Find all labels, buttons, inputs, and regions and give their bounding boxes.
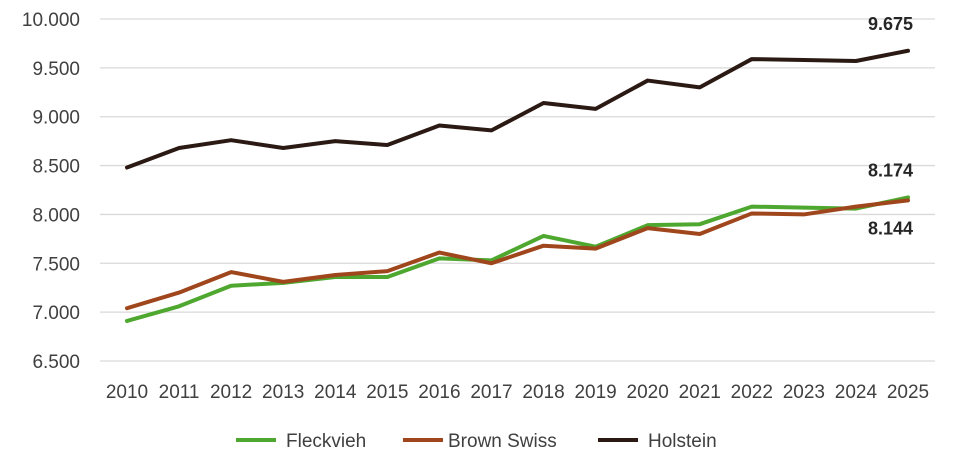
x-tick-label: 2018 <box>522 382 564 403</box>
legend-label-holstein: Holstein <box>648 431 717 452</box>
y-tick-label: 7.500 <box>32 254 80 275</box>
y-tick-label: 8.000 <box>32 205 80 226</box>
x-tick-label: 2024 <box>835 382 878 403</box>
series-line-holstein <box>125 48 910 170</box>
data-label-fleckvieh: 8.174 <box>868 160 913 180</box>
x-tick-label: 2014 <box>314 382 357 403</box>
x-tick-label: 2023 <box>783 382 825 403</box>
x-tick-label: 2010 <box>106 382 148 403</box>
x-tick-label: 2025 <box>887 382 929 403</box>
series-line-brown-swiss <box>125 198 910 311</box>
y-tick-label: 9.000 <box>32 108 80 129</box>
data-label-holstein: 9.675 <box>868 14 913 34</box>
legend-label-fleckvieh: Fleckvieh <box>286 431 366 452</box>
x-tick-label: 2017 <box>470 382 512 403</box>
series-line-fleckvieh <box>125 195 910 323</box>
x-tick-label: 2012 <box>210 382 252 403</box>
x-tick-label: 2011 <box>159 382 200 403</box>
x-tick-label: 2019 <box>574 382 616 403</box>
data-label-brown-swiss: 8.144 <box>868 218 913 238</box>
legend-label-brown-swiss: Brown Swiss <box>448 431 557 452</box>
x-tick-label: 2022 <box>731 382 773 403</box>
y-tick-label: 9.500 <box>32 59 80 80</box>
y-tick-label: 10.000 <box>22 10 80 31</box>
y-tick-label: 7.000 <box>32 303 80 324</box>
x-tick-label: 2013 <box>262 382 304 403</box>
x-tick-label: 2015 <box>366 382 408 403</box>
x-tick-label: 2016 <box>418 382 460 403</box>
x-tick-label: 2020 <box>627 382 669 403</box>
x-tick-label: 2021 <box>679 382 721 403</box>
y-tick-label: 8.500 <box>32 157 80 178</box>
y-tick-label: 6.500 <box>32 352 80 373</box>
